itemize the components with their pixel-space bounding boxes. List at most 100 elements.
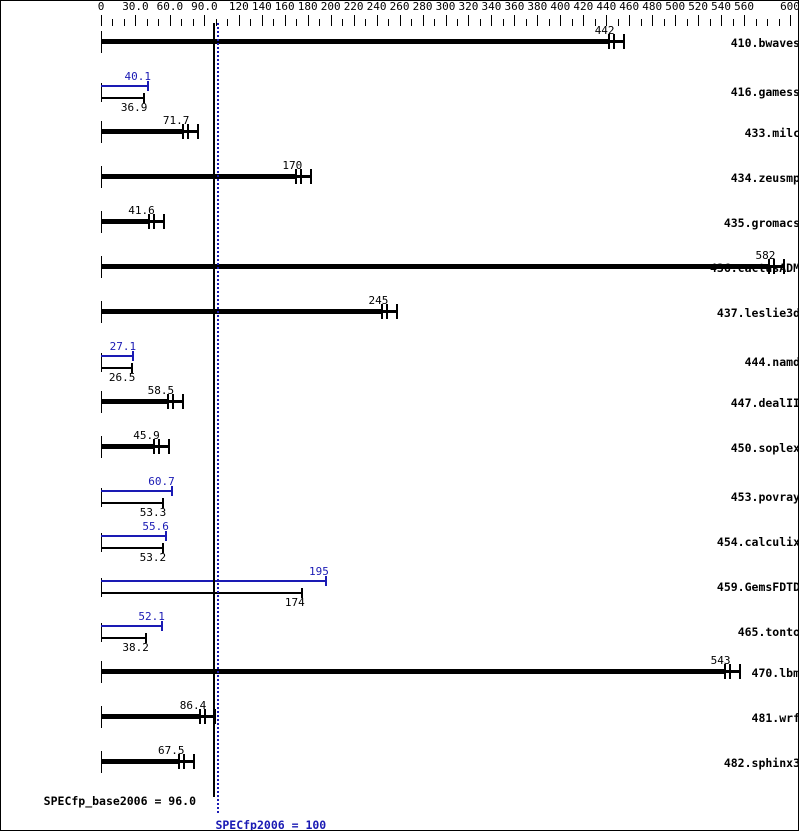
axis-tick-minor <box>767 19 769 26</box>
benchmark-bar-merged <box>101 174 297 179</box>
bar-extent-line <box>148 220 164 223</box>
axis-tick-minor <box>525 19 527 26</box>
row-axis-cap <box>101 533 102 552</box>
axis-tick-label: 120 <box>228 0 249 13</box>
axis-tick-major <box>261 15 263 26</box>
axis-tick-major <box>583 15 585 26</box>
axis-tick-major <box>629 15 631 26</box>
axis-tick-major <box>675 15 677 26</box>
axis-tick-minor <box>342 19 344 26</box>
bar-endcap-base <box>143 93 146 103</box>
axis-tick-major <box>698 15 700 26</box>
benchmark-row: 410.bwaves 442 <box>1 25 799 72</box>
benchmark-label: 470.lbm <box>751 666 799 680</box>
benchmark-row: 435.gromacs 41.6 <box>1 205 798 252</box>
bar-extent-line <box>608 40 624 43</box>
bar-extent-cap <box>622 34 625 49</box>
axis-tick-major <box>721 15 723 26</box>
benchmark-bar-base <box>101 502 163 504</box>
benchmark-label: 453.povray <box>730 490 799 504</box>
axis-tick-minor <box>181 19 183 26</box>
bar-value-label: 86.4 <box>179 699 207 712</box>
axis-tick-minor <box>571 19 573 26</box>
axis-tick-minor <box>146 19 148 26</box>
benchmark-bar-merged <box>101 264 770 269</box>
axis-tick-label: 180 <box>297 0 318 13</box>
benchmark-label: 454.calculix <box>716 535 799 549</box>
bar-extent-cap <box>167 439 170 454</box>
axis-tick-minor <box>112 19 114 26</box>
bar-value-label: 582 <box>755 249 776 262</box>
benchmark-row: 454.calculix 55.6 53.2 <box>1 520 799 567</box>
bar-value-label-base: 36.9 <box>120 101 148 114</box>
axis-tick-major <box>744 15 746 26</box>
axis-tick-major <box>238 15 240 26</box>
bar-extent-cap <box>192 754 195 769</box>
bar-value-label-peak: 55.6 <box>142 520 169 533</box>
benchmark-bar-peak <box>101 355 133 357</box>
bar-value-label: 45.9 <box>133 429 160 442</box>
bar-extent-line <box>200 715 216 718</box>
bar-extent-line <box>724 670 740 673</box>
benchmark-label: 434.zeusmp <box>730 171 799 185</box>
bar-value-label: 543 <box>710 654 731 667</box>
benchmark-label: 433.milc <box>744 126 799 140</box>
axis-tick-minor <box>388 19 390 26</box>
axis-tick-label: 360 <box>504 0 525 13</box>
axis-tick-minor <box>296 19 298 26</box>
benchmark-row: 450.soplex 45.9 <box>1 429 798 477</box>
bar-endcap-base <box>131 363 134 373</box>
benchmark-row: 434.zeusmp 170 <box>1 159 799 207</box>
benchmark-bar-merged <box>101 669 725 674</box>
benchmark-bar-merged <box>101 444 154 449</box>
benchmark-label: 410.bwaves <box>730 36 799 50</box>
row-axis-cap <box>101 623 102 642</box>
axis-tick-minor <box>434 19 436 26</box>
axis-tick-minor <box>192 19 194 26</box>
axis-tick-label: 160 <box>274 0 295 13</box>
benchmark-row: 481.wrf 86.4 <box>1 699 798 747</box>
axis-tick-major <box>135 15 137 26</box>
benchmark-bar-peak <box>101 85 148 87</box>
benchmark-bar-peak <box>101 625 161 627</box>
bar-extent-cap <box>310 169 313 184</box>
axis-tick-minor <box>617 19 619 26</box>
axis-tick-major <box>468 15 470 26</box>
bar-endcap-peak <box>160 621 163 631</box>
bar-value-label-base: 53.3 <box>139 506 167 519</box>
axis-tick-minor <box>594 19 596 26</box>
benchmark-bar-merged <box>101 759 179 764</box>
bar-endcap-base <box>162 498 165 508</box>
bar-value-label-base: 174 <box>284 596 305 609</box>
bar-endcap-peak <box>164 531 167 541</box>
bar-extent-cap <box>783 259 786 274</box>
bar-value-label: 245 <box>368 294 389 307</box>
bar-value-label-peak: 195 <box>309 565 329 578</box>
axis-tick-label: 340 <box>481 0 502 13</box>
bar-extent-line <box>178 760 194 763</box>
axis-tick-minor <box>273 19 275 26</box>
benchmark-bar-merged <box>101 399 169 404</box>
axis-tick-label: 440 <box>596 0 617 13</box>
axis-tick-label: 500 <box>665 0 686 13</box>
axis-tick-label: 320 <box>458 0 479 13</box>
axis-tick-major <box>376 15 378 26</box>
axis-tick-minor <box>778 19 780 26</box>
benchmark-bar-merged <box>101 714 201 719</box>
axis-tick-label: 600 <box>780 0 799 13</box>
axis-tick-label: 520 <box>688 0 709 13</box>
benchmark-label: 459.GemsFDTD <box>716 580 799 594</box>
axis-tick-major <box>353 15 355 26</box>
bar-value-label: 170 <box>282 159 303 172</box>
axis-tick-minor <box>502 19 504 26</box>
bar-endcap-peak <box>132 351 135 361</box>
bar-extent-line <box>183 130 199 133</box>
x-axis: 0 30.0 60.0 90.0 120 140 160 180 200 220 240 260 280… <box>1 0 799 27</box>
benchmark-row: 447.dealII 58.5 <box>1 385 798 432</box>
benchmark-row: 416.gamess 40.1 36.9 <box>1 71 798 117</box>
bar-endcap-peak <box>170 486 173 496</box>
axis-tick-minor <box>479 19 481 26</box>
axis-tick-major <box>169 15 171 26</box>
axis-tick-label: 280 <box>412 0 433 13</box>
